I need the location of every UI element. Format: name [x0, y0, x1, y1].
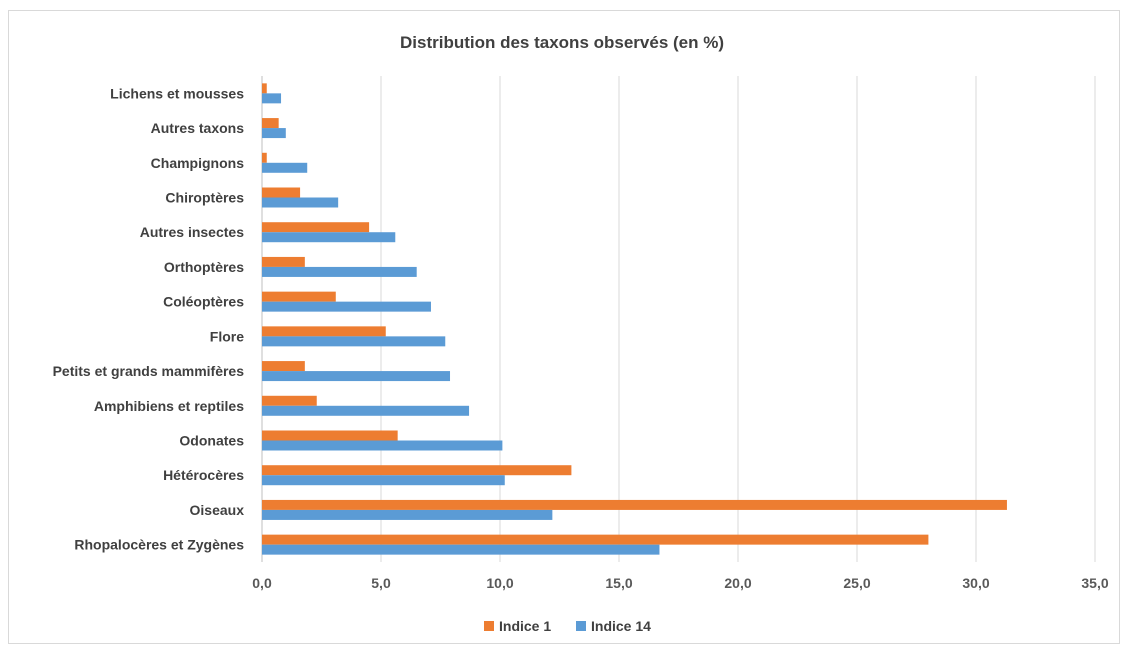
category-label: Orthoptères	[164, 259, 244, 275]
bar-indice-1	[262, 291, 336, 302]
bar-indice-14	[262, 371, 451, 382]
bar-indice-1	[262, 256, 305, 267]
category-label: Odonates	[179, 433, 244, 449]
category-label: Autres insectes	[140, 224, 244, 240]
category-label: Amphibiens et reptiles	[94, 398, 244, 414]
category-label: Lichens et mousses	[110, 85, 244, 101]
category-label: Rhopalocères et Zygènes	[74, 537, 244, 553]
x-tick-label: 5,0	[371, 575, 391, 591]
bar-indice-14	[262, 128, 286, 139]
bar-indice-14	[262, 232, 396, 243]
bar-indice-1	[262, 187, 301, 198]
bar-indice-14	[262, 93, 282, 104]
category-label: Oiseaux	[190, 502, 245, 518]
category-labels: Rhopalocères et Zygènes Oiseaux Hétérocère…	[53, 85, 245, 552]
category-label: Petits et grands mammifères	[53, 363, 245, 379]
bar-indice-14	[262, 162, 308, 173]
bar-indice-14	[262, 475, 505, 486]
legend-swatch	[484, 621, 494, 631]
category-label: Flore	[210, 328, 244, 344]
x-tick-label: 25,0	[843, 575, 870, 591]
category-label: Hétérocères	[163, 467, 244, 483]
legend-swatch	[576, 621, 586, 631]
x-tick-labels: 0,0 5,0 10,0 15,0 20,0 25,0 30,0 35,0	[252, 575, 1109, 591]
bar-indice-1	[262, 83, 267, 94]
bar-indice-14	[262, 301, 431, 312]
bar-indice-1	[262, 499, 1007, 510]
category-label: Champignons	[151, 155, 245, 171]
bar-indice-14	[262, 266, 417, 277]
legend-label: Indice 1	[499, 618, 551, 634]
category-label: Coléoptères	[163, 294, 244, 310]
x-tick-label: 30,0	[962, 575, 989, 591]
bar-indice-1	[262, 465, 572, 476]
x-tick-label: 35,0	[1081, 575, 1108, 591]
legend-label: Indice 14	[591, 618, 651, 634]
bar-indice-1	[262, 395, 317, 406]
bar-indice-14	[262, 440, 503, 451]
chart-title: Distribution des taxons observés (en %)	[400, 33, 724, 52]
bar-indice-1	[262, 361, 305, 372]
bar-indice-1	[262, 222, 370, 233]
bar-indice-14	[262, 336, 446, 347]
x-tick-label: 10,0	[486, 575, 513, 591]
bar-indice-1	[262, 534, 929, 545]
bar-indice-1	[262, 152, 267, 163]
bar-indice-1	[262, 326, 386, 337]
category-label: Chiroptères	[165, 190, 244, 206]
bar-indice-14	[262, 509, 553, 520]
x-tick-label: 0,0	[252, 575, 272, 591]
gridlines	[261, 76, 1096, 562]
bar-indice-14	[262, 544, 660, 555]
legend: Indice 1 Indice 14	[484, 618, 651, 634]
bar-indice-14	[262, 405, 470, 416]
category-label: Autres taxons	[151, 120, 245, 136]
bar-indice-14	[262, 197, 339, 208]
bar-indice-1	[262, 430, 398, 441]
bars-group	[262, 83, 1007, 555]
x-tick-label: 15,0	[605, 575, 632, 591]
bar-indice-1	[262, 118, 279, 129]
x-tick-label: 20,0	[724, 575, 751, 591]
